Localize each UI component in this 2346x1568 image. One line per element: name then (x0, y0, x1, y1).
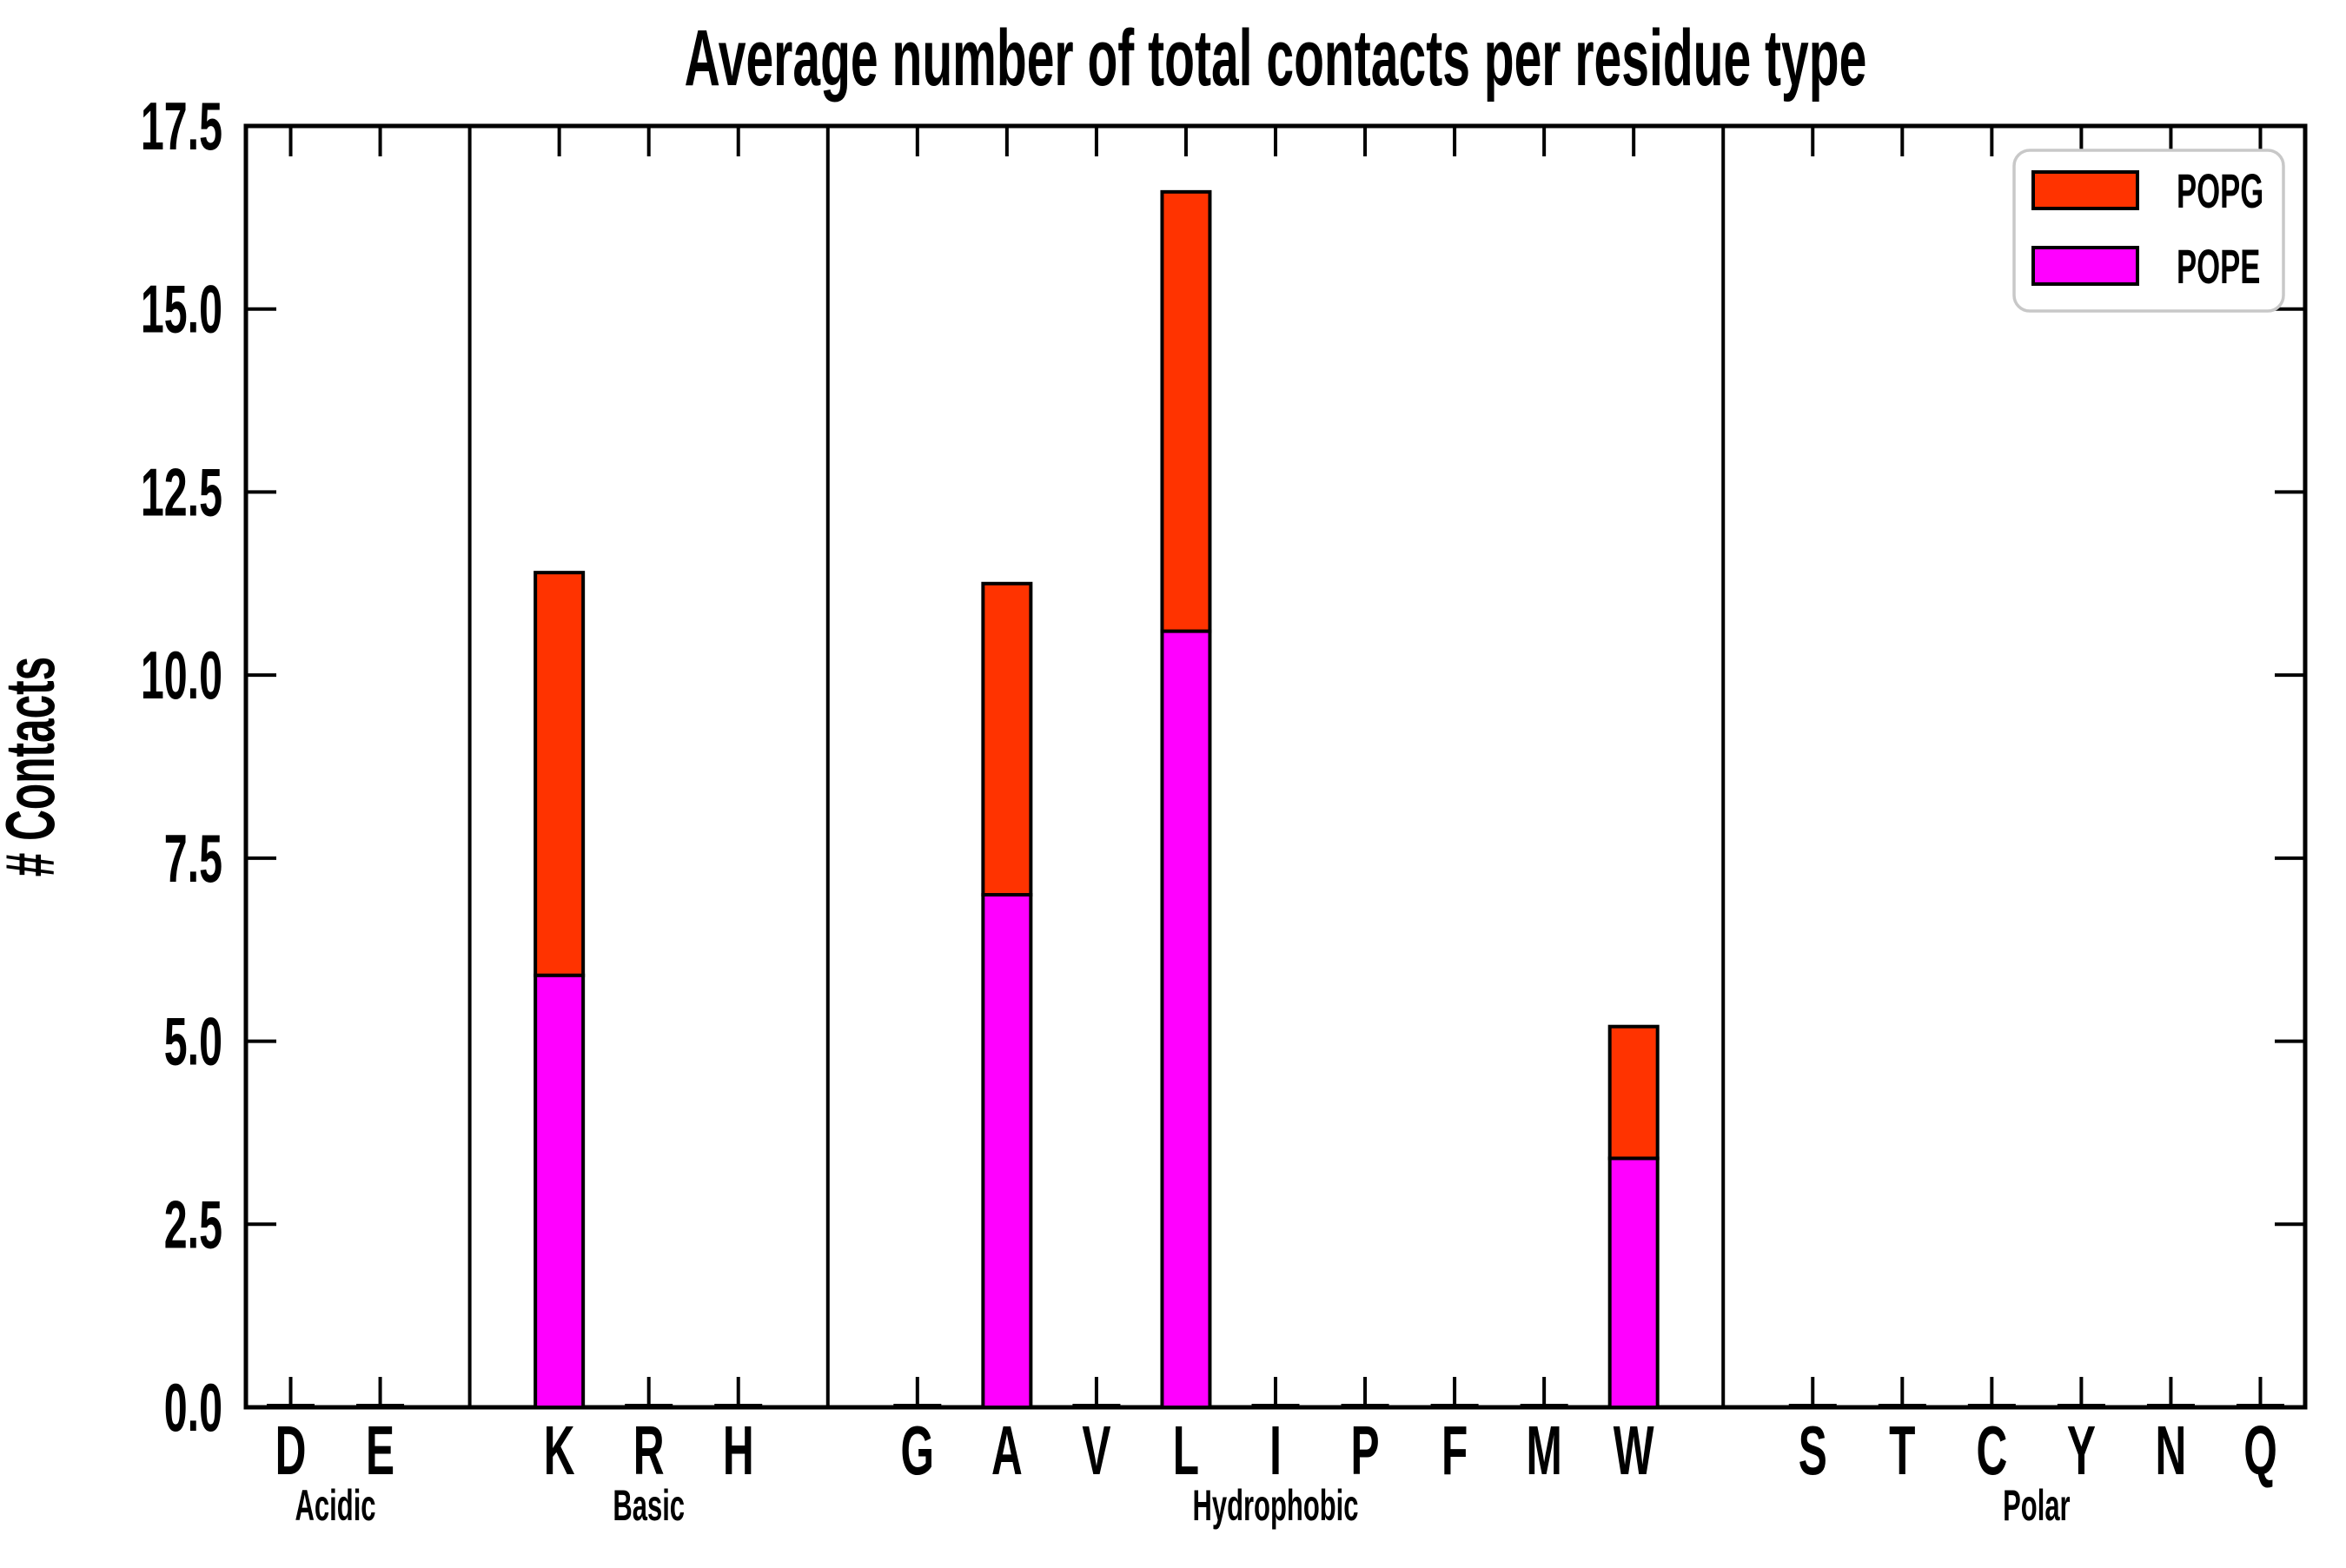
bar-segment-W-POPG (1607, 1024, 1660, 1161)
x-label-H: H (723, 1413, 754, 1490)
group-label-hydrophobic: Hydrophobic (1192, 1480, 1358, 1529)
legend-label-POPE: POPE (2177, 240, 2260, 294)
x-label-M: M (1526, 1413, 1561, 1490)
legend-label-POPG: POPG (2177, 164, 2263, 219)
x-label-S: S (1799, 1413, 1827, 1490)
x-label-Y: Y (2067, 1413, 2096, 1490)
x-label-A: A (991, 1413, 1023, 1490)
x-label-I: I (1269, 1413, 1282, 1490)
bar-segment-A-POPE (981, 893, 1033, 1409)
x-label-C: C (1976, 1413, 2007, 1490)
y-tick-label: 15.0 (141, 271, 222, 347)
x-label-V: V (1082, 1413, 1110, 1490)
y-tick-label: 5.0 (164, 1003, 222, 1080)
y-tick-label: 12.5 (141, 454, 222, 531)
x-label-L: L (1173, 1413, 1199, 1490)
bar-segment-L-POPG (1160, 189, 1212, 633)
x-label-E: E (366, 1413, 394, 1490)
x-label-G: G (901, 1413, 935, 1490)
y-tick-label: 7.5 (164, 820, 222, 896)
bar-segment-W-POPE (1607, 1156, 1660, 1410)
y-tick-label: 0.0 (164, 1369, 222, 1446)
x-label-R: R (633, 1413, 665, 1490)
x-label-T: T (1889, 1413, 1915, 1490)
x-label-W: W (1614, 1413, 1654, 1490)
bar-segment-K-POPE (533, 973, 586, 1409)
y-tick-label: 10.0 (141, 637, 222, 713)
x-label-Q: Q (2243, 1413, 2277, 1490)
y-tick-label: 2.5 (164, 1186, 222, 1262)
chart-title: Average number of total contacts per res… (685, 14, 1867, 103)
x-label-F: F (1441, 1413, 1468, 1490)
legend-swatch-POPG (2031, 170, 2139, 210)
x-label-D: D (275, 1413, 307, 1490)
group-label-basic: Basic (613, 1480, 685, 1529)
x-label-N: N (2156, 1413, 2187, 1490)
y-axis-label: # Contacts (0, 657, 70, 877)
group-label-acidic: Acidic (295, 1480, 376, 1529)
bar-segment-K-POPG (533, 571, 586, 977)
y-tick-label: 17.5 (141, 88, 222, 164)
x-label-K: K (544, 1413, 575, 1490)
bar-segment-A-POPG (981, 581, 1033, 896)
x-label-P: P (1351, 1413, 1380, 1490)
group-label-polar: Polar (2003, 1480, 2071, 1529)
bar-segment-L-POPE (1160, 629, 1212, 1409)
legend-swatch-POPE (2031, 246, 2139, 286)
